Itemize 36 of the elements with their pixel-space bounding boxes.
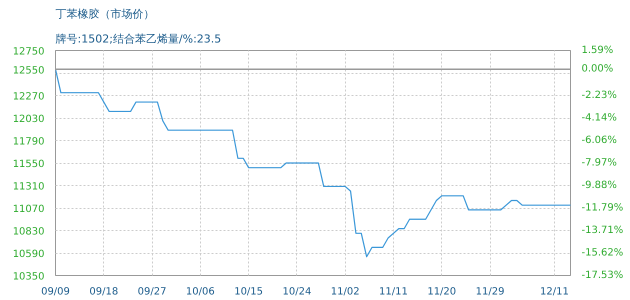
y-tick-label: 12030 [12,114,44,125]
y2-tick-label: -2.23% [582,90,617,101]
y-tick-label: 10350 [12,272,44,282]
y-tick-label: 10830 [12,226,44,238]
x-tick-label: 09/09 [41,286,70,298]
x-tick-label: 10/15 [234,286,264,298]
line-series [56,68,570,258]
y2-tick-label: 1.59% [582,45,614,56]
y2-tick-label: -4.14% [582,112,617,124]
y2-tick-label: -17.53% [582,270,624,281]
chart-title: 丁苯橡胶（市场价） [56,8,154,20]
x-tick-label: 11/11 [379,286,408,298]
y-tick-label: 10590 [12,249,44,260]
y-tick-label: 12270 [12,92,44,102]
y-tick-label: 11790 [12,136,44,148]
y-tick-label: 12550 [12,65,44,76]
x-tick-label: 10/06 [186,286,215,298]
x-tick-label: 09/18 [89,286,118,298]
x-tick-label: 12/11 [540,286,569,298]
y2-tick-label: -9.88% [582,180,617,191]
y2-tick-label: -15.62% [582,248,624,259]
x-tick-label: 10/24 [282,286,312,298]
y2-tick-label: -6.06% [582,135,617,146]
chart-subtitle: 牌号:1502;结合苯乙烯量/%:23.5 [56,32,222,46]
y2-tick-label: -11.79% [582,202,624,214]
y2-tick-label: -7.97% [582,158,617,168]
y-tick-label: 11310 [12,182,44,192]
y-tick-label: 11070 [12,204,44,215]
y2-tick-label: 0.00% [582,64,614,75]
x-tick-label: 11/20 [427,286,456,298]
y-tick-label: 11550 [12,159,44,170]
y2-tick-label: -13.71% [582,225,624,236]
y-tick-label: 12750 [12,46,44,58]
x-tick-label: 09/27 [138,286,166,298]
x-tick-label: 11/02 [330,286,360,298]
x-tick-label: 11/29 [476,286,504,298]
